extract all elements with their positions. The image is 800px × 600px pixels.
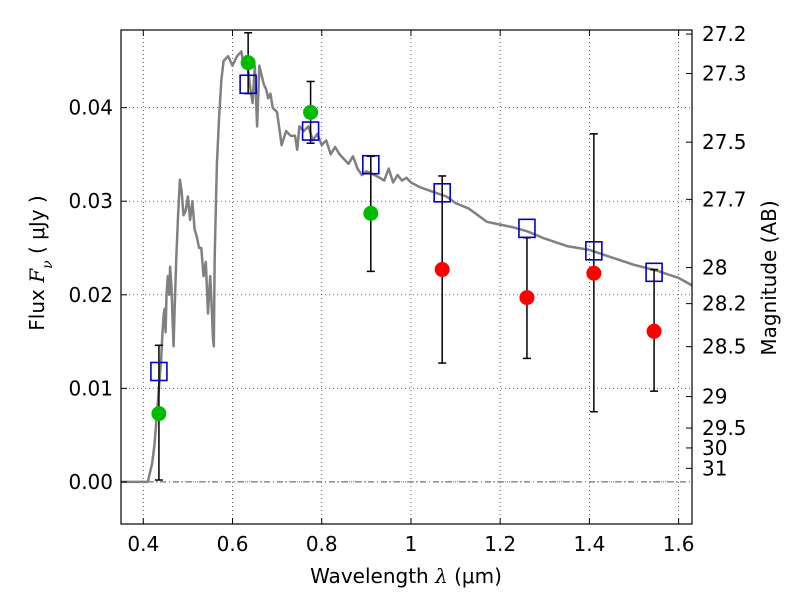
synthetic-photometry-marker (150, 361, 168, 382)
detection-marker (240, 55, 256, 71)
error-bars-layer (154, 32, 659, 481)
y2-tick-label: 28.2 (702, 292, 747, 316)
y2-tick-label: 29 (702, 385, 727, 409)
y-axis-label: Flux Fν ( μJy ) (25, 195, 56, 330)
y2-tick-label: 27.3 (702, 61, 747, 85)
synthetic-photometry-marker (433, 182, 451, 203)
x-tick-label: 0.8 (306, 532, 338, 556)
y2-tick-label: 27.7 (702, 187, 747, 211)
synthetic-photometry-marker (585, 241, 603, 261)
synthetic-photometry-marker (362, 154, 380, 175)
x-tick-label: 1 (405, 532, 418, 556)
y-tick-label: 0.02 (68, 283, 113, 307)
plot-frame (120, 29, 693, 525)
detection-marker (303, 104, 319, 120)
non-detection-marker (434, 262, 450, 278)
synthetic-photometry-marker (518, 218, 536, 239)
y-tick-label: 0.00 (68, 470, 113, 494)
x-tick-label: 1.4 (573, 532, 605, 556)
non-detection-marker (519, 290, 535, 306)
tick-labels: 0.4 0.6 0.8 1 1.2 1.4 1.6 0.00 0.01 0.02 0.03 0.04 2… (68, 22, 746, 556)
tick-marks (121, 30, 692, 524)
y2-axis-label: Magnitude (AB) (757, 200, 781, 355)
non-detection-marker (586, 265, 602, 281)
x-tick-label: 0.6 (217, 532, 249, 556)
y-tick-label: 0.01 (68, 376, 113, 400)
plot-border (120, 29, 693, 525)
synthetic-photometry-marker (239, 74, 257, 95)
x-tick-label: 1.2 (484, 532, 516, 556)
y2-tick-label: 28 (702, 256, 727, 280)
y2-tick-label: 27.2 (702, 22, 747, 46)
synthetic-photometry-layer (150, 74, 663, 382)
detection-marker (363, 205, 379, 221)
y2-tick-label: 29.5 (702, 416, 747, 440)
x-tick-label: 0.4 (127, 532, 159, 556)
grid-lines (121, 30, 692, 524)
synthetic-photometry-marker (645, 262, 663, 283)
y2-tick-label: 27.5 (702, 130, 747, 154)
y2-tick-label: 28.5 (702, 335, 747, 359)
y-tick-label: 0.04 (68, 96, 113, 120)
model-spectrum-line (121, 50, 693, 484)
synthetic-photometry-marker (301, 121, 320, 141)
y2-tick-label: 30 (702, 436, 727, 460)
model-spectrum-layer (121, 50, 693, 484)
y-tick-label: 0.03 (68, 189, 113, 213)
x-axis-label: Wavelength λ (μm) (310, 564, 502, 588)
detection-marker (151, 406, 167, 422)
x-tick-label: 1.6 (663, 532, 695, 556)
observed-photometry-layer (151, 55, 662, 422)
non-detection-marker (646, 323, 662, 339)
y2-tick-label: 31 (702, 456, 727, 480)
